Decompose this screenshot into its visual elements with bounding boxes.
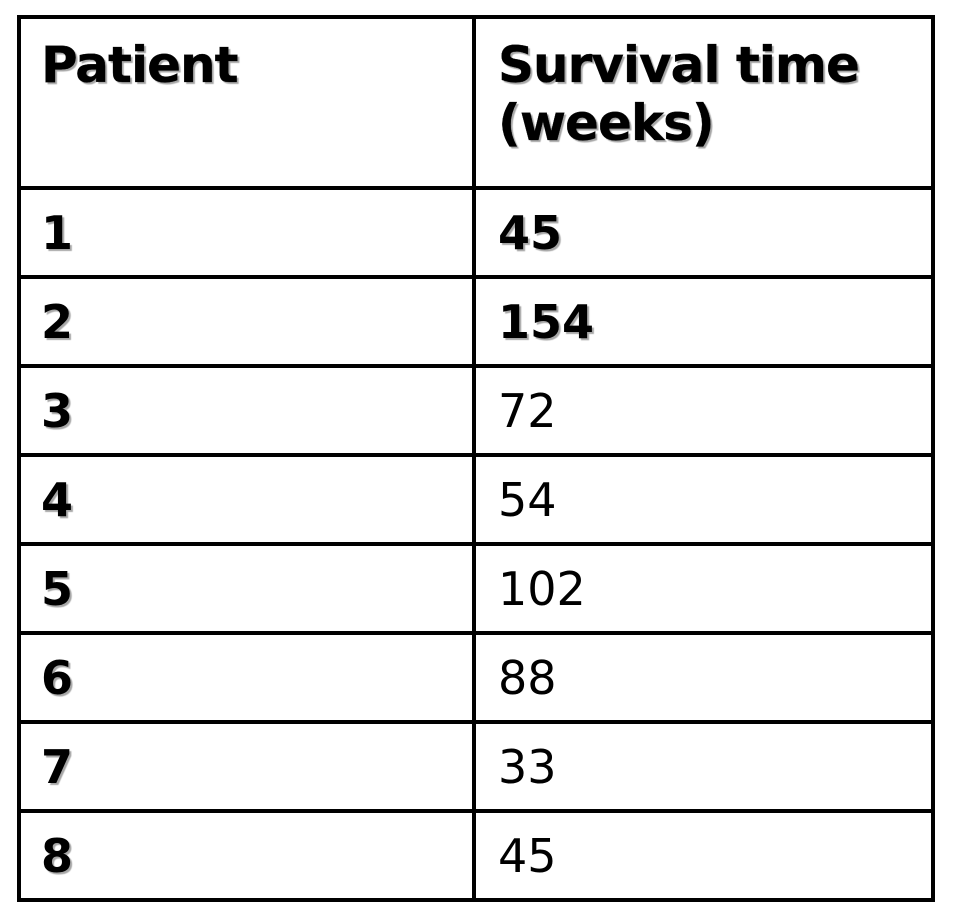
header-patient: Patient — [17, 15, 476, 190]
survival-time-cell: 54 — [472, 453, 935, 546]
table-row: 1 45 — [17, 186, 935, 279]
table-row: 4 54 — [17, 453, 935, 546]
survival-time-cell: 45 — [472, 186, 935, 279]
patient-cell: 5 — [17, 542, 476, 635]
patient-cell: 7 — [17, 720, 476, 813]
patient-cell: 3 — [17, 364, 476, 457]
patient-cell: 4 — [17, 453, 476, 546]
header-survival-time: Survival time (weeks) — [472, 15, 935, 190]
table-row: 3 72 — [17, 364, 935, 457]
patient-cell: 1 — [17, 186, 476, 279]
table-row: 7 33 — [17, 720, 935, 813]
patient-cell: 8 — [17, 809, 476, 902]
survival-time-cell: 102 — [472, 542, 935, 635]
survival-time-cell: 45 — [472, 809, 935, 902]
table-row: 8 45 — [17, 809, 935, 902]
patient-cell: 6 — [17, 631, 476, 724]
table-row: 5 102 — [17, 542, 935, 635]
table-row: 6 88 — [17, 631, 935, 724]
table-row: 2 154 — [17, 275, 935, 368]
patient-cell: 2 — [17, 275, 476, 368]
survival-time-cell: 33 — [472, 720, 935, 813]
table-header-row: Patient Survival time (weeks) — [17, 15, 935, 190]
survival-table: Patient Survival time (weeks) 1 45 2 154… — [17, 15, 935, 902]
survival-time-cell: 88 — [472, 631, 935, 724]
survival-time-cell: 72 — [472, 364, 935, 457]
survival-time-cell: 154 — [472, 275, 935, 368]
